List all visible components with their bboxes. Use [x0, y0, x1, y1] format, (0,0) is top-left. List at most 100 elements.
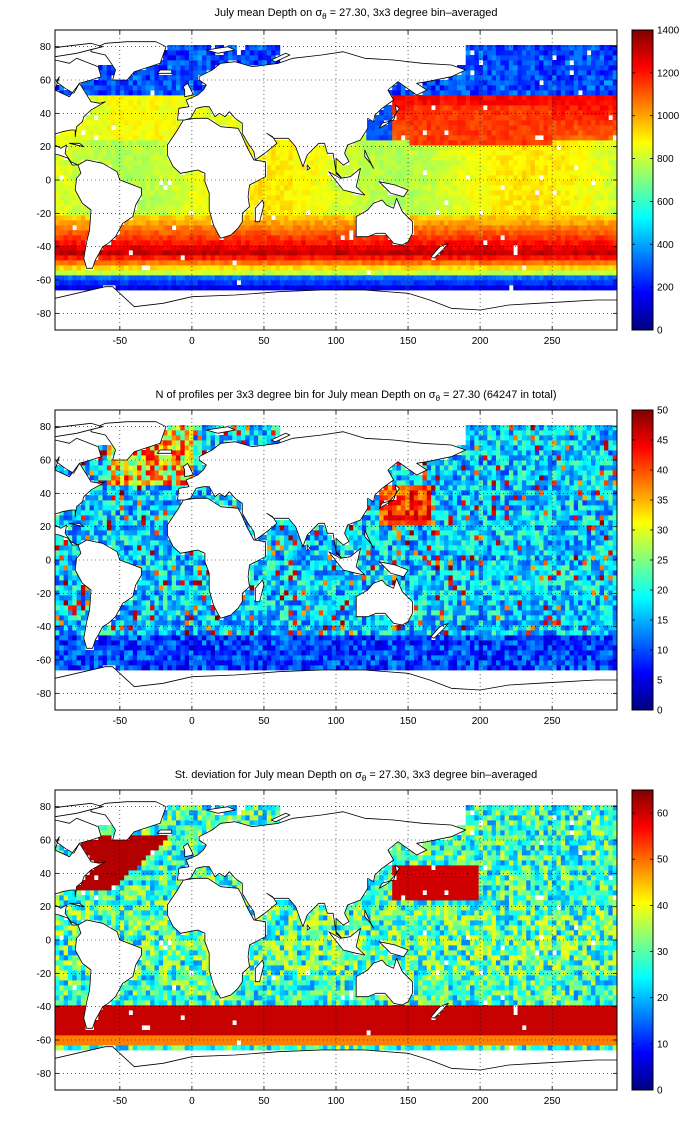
heatmap-cell: [587, 200, 592, 205]
heatmap-cell: [301, 215, 306, 220]
heatmap-cell: [176, 120, 181, 125]
heatmap-cell: [448, 195, 453, 200]
heatmap-cell: [608, 260, 613, 265]
heatmap-cell: [137, 245, 142, 250]
heatmap-cell: [180, 230, 185, 235]
heatmap-cell: [215, 280, 220, 285]
heatmap-cell: [526, 110, 531, 115]
heatmap-cell: [401, 275, 406, 280]
heatmap-cell: [388, 200, 393, 205]
heatmap-cell: [198, 55, 203, 60]
heatmap-cell: [461, 280, 466, 285]
heatmap-cell: [288, 225, 293, 230]
heatmap-cell: [448, 275, 453, 280]
heatmap-cell: [280, 170, 285, 175]
heatmap-cell: [163, 160, 168, 165]
heatmap-cell: [435, 150, 440, 155]
heatmap-cell: [111, 155, 116, 160]
heatmap-cell: [323, 185, 328, 190]
heatmap-cell: [384, 115, 389, 120]
heatmap-cell: [556, 180, 561, 185]
heatmap-cell: [288, 195, 293, 200]
heatmap-cell: [522, 70, 527, 75]
heatmap-cell: [483, 120, 488, 125]
heatmap-cell: [215, 265, 220, 270]
heatmap-cell: [55, 635, 60, 640]
heatmap-cell: [544, 195, 549, 200]
heatmap-cell: [483, 175, 488, 180]
heatmap-cell: [288, 200, 293, 205]
heatmap-cell: [185, 60, 190, 65]
heatmap-cell: [107, 270, 112, 275]
heatmap-cell: [505, 165, 510, 170]
heatmap-cell: [466, 85, 471, 90]
heatmap-cell: [384, 135, 389, 140]
heatmap-cell: [107, 135, 112, 140]
heatmap-cell: [284, 185, 289, 190]
heatmap-cell: [159, 210, 164, 215]
heatmap-cell: [539, 185, 544, 190]
heatmap-cell: [371, 155, 376, 160]
heatmap-cell: [267, 50, 272, 55]
heatmap-cell: [587, 100, 592, 105]
heatmap-cell: [211, 60, 216, 65]
heatmap-cell: [362, 180, 367, 185]
heatmap-cell: [146, 245, 151, 250]
heatmap-cell: [319, 205, 324, 210]
heatmap-cell: [206, 275, 211, 280]
heatmap-cell: [535, 220, 540, 225]
heatmap-cell: [345, 285, 350, 290]
heatmap-cell: [487, 110, 492, 115]
heatmap-cell: [522, 75, 527, 80]
heatmap-cell: [569, 160, 574, 165]
heatmap-cell: [55, 650, 60, 655]
heatmap-cell: [569, 190, 574, 195]
heatmap-cell: [500, 265, 505, 270]
heatmap-cell: [492, 75, 497, 80]
heatmap-cell: [518, 220, 523, 225]
heatmap-cell: [193, 200, 198, 205]
heatmap-cell: [64, 160, 69, 165]
heatmap-cell: [461, 275, 466, 280]
heatmap-cell: [59, 180, 64, 185]
heatmap-cell: [271, 230, 276, 235]
heatmap-cell: [522, 245, 527, 250]
heatmap-cell: [574, 150, 579, 155]
heatmap-cell: [202, 270, 207, 275]
heatmap-cell: [409, 260, 414, 265]
heatmap-cell: [453, 115, 458, 120]
heatmap-cell: [509, 215, 514, 220]
heatmap-cell: [280, 230, 285, 235]
heatmap-cell: [323, 240, 328, 245]
heatmap-cell: [418, 220, 423, 225]
heatmap-cell: [271, 170, 276, 175]
heatmap-cell: [470, 225, 475, 230]
heatmap-cell: [150, 185, 155, 190]
heatmap-cell: [345, 165, 350, 170]
heatmap-cell: [448, 205, 453, 210]
heatmap-cell: [522, 165, 527, 170]
heatmap-cell: [349, 155, 354, 160]
heatmap-cell: [362, 165, 367, 170]
heatmap-cell: [154, 115, 159, 120]
y-tick-label: 80: [40, 42, 52, 53]
heatmap-cell: [59, 165, 64, 170]
heatmap-cell: [198, 250, 203, 255]
heatmap-cell: [176, 285, 181, 290]
heatmap-cell: [98, 80, 103, 85]
heatmap-cell: [228, 280, 233, 285]
heatmap-cell: [535, 180, 540, 185]
heatmap-cell: [154, 225, 159, 230]
heatmap-cell: [453, 265, 458, 270]
heatmap-cell: [548, 265, 553, 270]
heatmap-cell: [301, 220, 306, 225]
heatmap-cell: [500, 70, 505, 75]
heatmap-cell: [582, 100, 587, 105]
heatmap-cell: [111, 240, 116, 245]
heatmap-cell: [332, 285, 337, 290]
heatmap-cell: [185, 250, 190, 255]
heatmap-cell: [250, 205, 255, 210]
heatmap-cell: [280, 165, 285, 170]
heatmap-cell: [85, 465, 90, 470]
heatmap-cell: [474, 210, 479, 215]
